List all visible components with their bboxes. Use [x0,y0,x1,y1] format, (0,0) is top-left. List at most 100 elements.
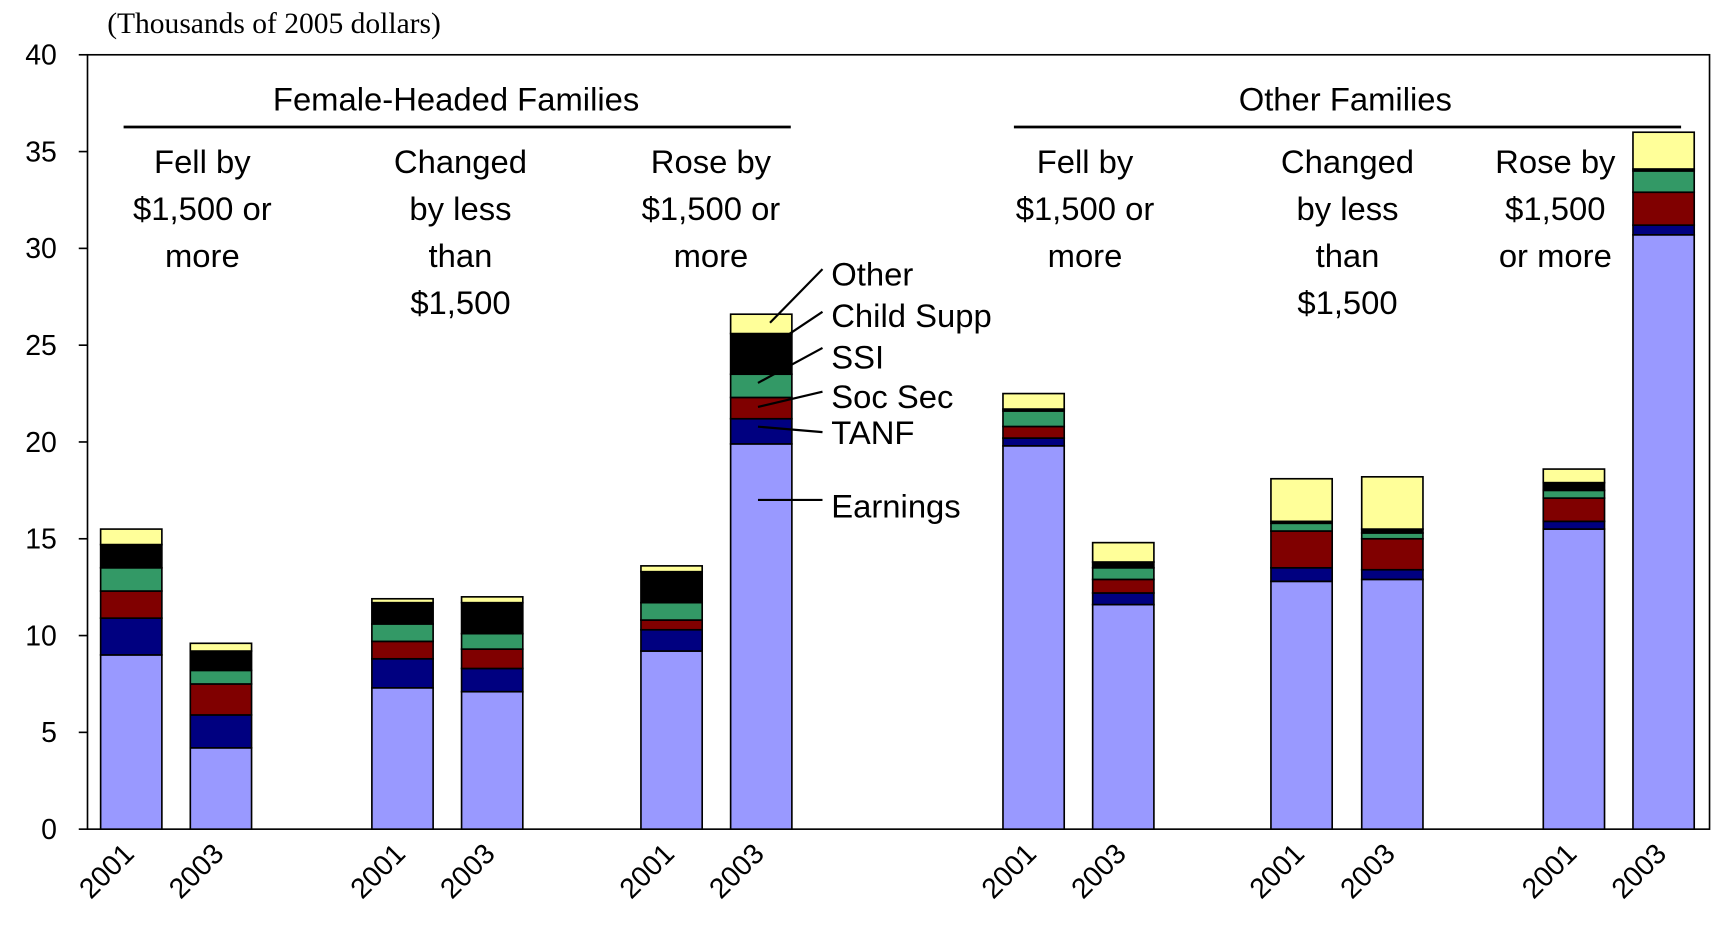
legend-label: Other [831,256,913,293]
bar-segment [640,565,704,573]
bar-segment [1091,561,1155,569]
x-tick-label: 2001 [1516,838,1583,905]
bar-segment [1632,234,1696,830]
bar-segment [1091,566,1155,581]
bar-segment [189,650,253,672]
bar-segment [1542,489,1606,499]
subgroup-label: more [165,237,240,274]
bar-segment [99,654,163,830]
bar-segment [371,640,434,660]
y-tick-label: 15 [25,524,57,556]
bar-segment [99,528,163,546]
bar-segment [729,373,793,399]
bar-segment [1542,497,1606,523]
bar-segment [1002,410,1066,428]
x-tick-label: 2001 [614,838,681,905]
bar-segment [1542,520,1606,530]
bar-segment [189,683,253,716]
subgroup-label: by less [409,190,511,227]
bar-segment [1270,566,1334,583]
bar-segment [1632,170,1696,194]
subgroup-label: Fell by [1037,143,1134,180]
subgroup-label: $1,500 [1505,190,1605,227]
y-tick-label: 35 [25,136,57,168]
subgroup-label: $1,500 or [133,190,272,227]
subgroup-label: than [429,237,493,274]
bar-segment [460,632,524,650]
x-tick-label: 2001 [344,838,411,905]
bar-segment [640,570,704,604]
legend-leader [757,346,824,384]
bar-segment [1360,578,1424,830]
bar-segment [1002,392,1066,410]
bar-segment [1091,541,1155,563]
bar-segment [1542,481,1606,492]
bar-segment [99,590,163,619]
bar-segment [460,690,524,830]
group-label: Other Families [1239,81,1452,118]
subgroup-label: $1,500 [1297,284,1397,321]
bar-segment [189,669,253,685]
x-tick-label: 2003 [1334,838,1401,905]
subgroup-label: Fell by [154,143,251,180]
bar-segment [189,642,253,652]
bar-segment [371,623,434,643]
bar-segment [1360,537,1424,571]
bar-segment [729,313,793,335]
subgroup-label: $1,500 or [642,190,781,227]
subgroup-label: Rose by [1495,143,1616,180]
bar-segment [1091,603,1155,830]
bar-segment [189,747,253,830]
x-tick-label: 2001 [976,838,1043,905]
bar-segment [1360,532,1424,540]
subgroup-label: Changed [394,143,527,180]
x-tick-label: 2003 [1606,838,1673,905]
bar-segment [1091,592,1155,606]
legend-label: Earnings [831,487,960,524]
bar-segment [729,332,793,376]
x-tick-label: 2001 [73,838,140,905]
y-tick-label: 25 [25,330,57,362]
bar-segment [460,648,524,670]
bar-segment [99,566,163,592]
legend-leader [757,425,823,434]
bar-segment [1091,578,1155,594]
legend-label: TANF [831,414,914,451]
x-tick-label: 2003 [703,838,770,905]
legend-label: Soc Sec [831,378,953,415]
bar-segment [1542,528,1606,830]
bar-segment [640,628,704,652]
bar-segment [371,597,434,604]
bar-segment [460,667,524,693]
bar-segment [1002,437,1066,447]
bar-segment [1270,477,1334,523]
bar-segment [1632,224,1696,236]
bar-segment [1632,131,1696,170]
bar-segment [1002,445,1066,830]
subgroup-label: $1,500 [410,284,510,321]
x-tick-label: 2003 [1065,838,1132,905]
bar-segment [640,650,704,830]
legend-label: Child Supp [831,297,991,334]
bar-segment [189,714,253,749]
unit-label: (Thousands of 2005 dollars) [107,8,441,40]
subgroup-label: more [674,237,749,274]
bar-segment [1542,468,1606,484]
legend-label: SSI [831,339,884,376]
bar-segment [99,617,163,656]
subgroup-label: than [1316,237,1380,274]
subgroup-label: Changed [1281,143,1414,180]
bar-segment [371,657,434,689]
bar-segment [371,687,434,830]
y-tick-label: 30 [25,233,57,265]
legend-leader [789,310,824,335]
bar-segment [371,601,434,625]
subgroup-label: or more [1499,237,1612,274]
bar-segment [1632,191,1696,226]
y-tick-label: 20 [25,427,57,459]
subgroup-label: Rose by [651,143,772,180]
legend-leader [769,268,824,324]
bar-segment [640,619,704,631]
